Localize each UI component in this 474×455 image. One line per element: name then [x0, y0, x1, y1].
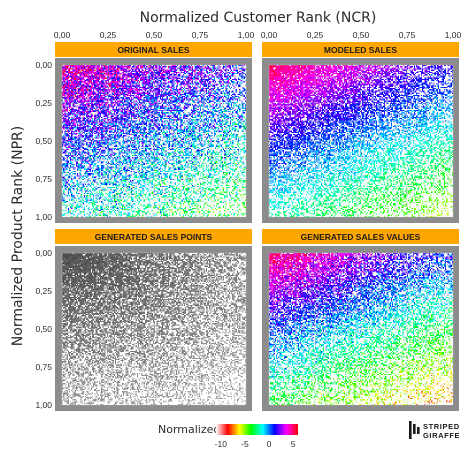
- legend-tick-label: 0: [267, 439, 272, 449]
- y-tick-label: 0,25: [35, 98, 52, 108]
- x-tick-label: 0,25: [307, 30, 324, 40]
- x-tick-label: 1,00: [445, 30, 462, 40]
- y-tick-label: 0,25: [35, 286, 52, 296]
- y-tick-label: 0,50: [35, 136, 52, 146]
- y-tick-label: 1,00: [35, 212, 52, 222]
- x-tick-label: 0,25: [100, 30, 117, 40]
- y-tick-label: 0,00: [35, 248, 52, 258]
- logo-line-2: GIRAFFE: [423, 431, 460, 440]
- legend-ticks: -10 -5 0 5: [215, 439, 296, 449]
- y-tick-label: 1,00: [35, 400, 52, 410]
- facet-strip-title: MODELED SALES: [324, 45, 398, 55]
- x-tick-label: 0,50: [353, 30, 370, 40]
- y-axis-title: Normalized Product Rank (NPR): [10, 126, 26, 346]
- facet-panel: GENERATED SALES POINTS 0,00 0,25 0,50 0,75 1,…: [35, 229, 252, 411]
- x-tick-label: 0,75: [192, 30, 209, 40]
- facet-panel: GENERATED SALES VALUES: [262, 229, 459, 411]
- y-tick-label: 0,00: [35, 60, 52, 70]
- x-tick-label: 0,50: [146, 30, 163, 40]
- legend: Normalized sales -10 -5 0 5: [158, 423, 298, 449]
- y-tick-label: 0,50: [35, 324, 52, 334]
- y-tick-label: 0,75: [35, 174, 52, 184]
- x-tick-label: 0,00: [54, 30, 71, 40]
- legend-tick-label: 5: [291, 439, 296, 449]
- facet-panels: ORIGINAL SALES 0,00 0,25 0,50 0,75 1,00 0,00 0,…: [35, 30, 461, 411]
- y-tick-label: 0,75: [35, 362, 52, 372]
- facet-strip-title: ORIGINAL SALES: [117, 45, 189, 55]
- x-tick-label: 0,00: [261, 30, 278, 40]
- x-tick-label: 0,75: [399, 30, 416, 40]
- logo-line-1: STRIPED: [423, 422, 460, 431]
- facet-panel: ORIGINAL SALES 0,00 0,25 0,50 0,75 1,00 0,00 0,…: [35, 30, 254, 223]
- legend-tick-label: -10: [215, 439, 228, 449]
- facet-strip-title: GENERATED SALES POINTS: [95, 232, 213, 242]
- x-tick-label: 1,00: [238, 30, 255, 40]
- facet-strip-title: GENERATED SALES VALUES: [301, 232, 421, 242]
- legend-tick-label: -5: [241, 439, 249, 449]
- giraffe-stripes-icon: [409, 421, 420, 439]
- legend-colorbar: [216, 424, 298, 435]
- striped-giraffe-logo: STRIPED GIRAFFE: [409, 421, 460, 440]
- x-axis-title: Normalized Customer Rank (NCR): [140, 10, 377, 26]
- facet-panel: MODELED SALES 0,00 0,25 0,50 0,75 1,00: [261, 30, 462, 223]
